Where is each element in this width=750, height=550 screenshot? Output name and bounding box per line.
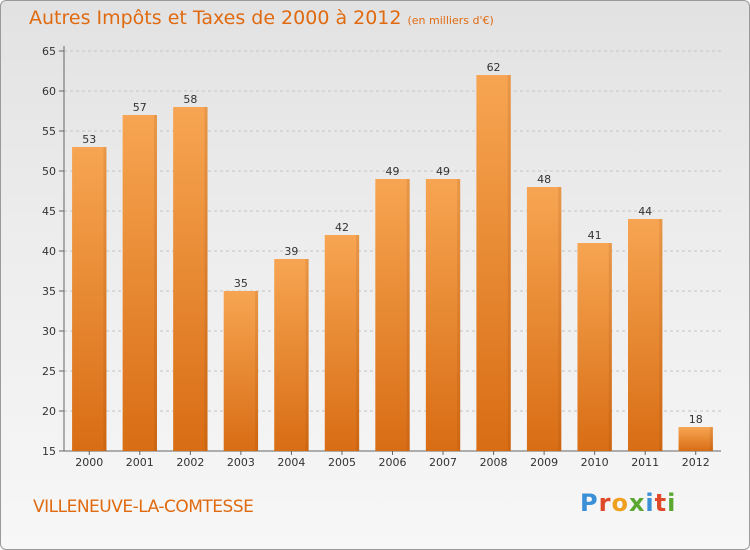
bar-value-label: 41	[588, 229, 602, 242]
y-tick-label: 15	[42, 445, 56, 458]
bar-value-label: 58	[183, 93, 197, 106]
bar	[274, 259, 309, 451]
bar-shade	[356, 235, 360, 451]
bar	[223, 291, 259, 451]
data-labels: 53 57 58 35 39 42 49 49 62 48 41 44 18	[82, 61, 702, 426]
bar-shade	[709, 427, 713, 451]
bar-shade	[457, 179, 461, 451]
y-tick-label: 45	[42, 205, 56, 218]
bar-shade	[608, 243, 612, 451]
x-tick-label: 2009	[530, 456, 558, 469]
bar	[173, 107, 208, 451]
bar-value-label: 44	[638, 205, 652, 218]
bar	[678, 427, 713, 451]
x-tick-label: 2007	[429, 456, 457, 469]
bar	[425, 179, 461, 451]
x-tick-label: 2002	[176, 456, 204, 469]
bar-value-label: 35	[234, 277, 248, 290]
bar	[526, 187, 562, 451]
bar	[577, 243, 612, 451]
x-tick-label: 2000	[75, 456, 103, 469]
bar-value-label: 57	[133, 101, 147, 114]
x-tick-labels: 2000 2001 2002 2003 2004 2005 2006 2007 2008 2009…	[75, 456, 709, 469]
x-tick-label: 2010	[581, 456, 609, 469]
y-tick-label: 25	[42, 365, 56, 378]
bar-value-label: 42	[335, 221, 349, 234]
bar	[324, 235, 360, 451]
bar-shade	[507, 75, 511, 451]
chart-title: Autres Impôts et Taxes de 2000 à 2012 (en…	[29, 7, 494, 29]
bars	[72, 75, 713, 451]
logo-letter: x	[628, 489, 646, 517]
logo-letter: i	[667, 489, 677, 517]
y-tick-label: 65	[42, 45, 56, 58]
logo-letter: r	[598, 489, 612, 517]
y-tick-label: 50	[42, 165, 56, 178]
bar-shade	[406, 179, 410, 451]
commune-name: VILLENEUVE-LA-COMTESSE	[33, 497, 254, 517]
x-tick-label: 2011	[631, 456, 659, 469]
bar-shade	[103, 147, 107, 451]
chart-unit: (en milliers d'€)	[407, 14, 494, 27]
x-tick-label: 2012	[682, 456, 710, 469]
bar-value-label: 18	[689, 413, 703, 426]
bar-value-label: 49	[386, 165, 400, 178]
bar-value-label: 48	[537, 173, 551, 186]
bar-shade	[558, 187, 562, 451]
bar-shade	[153, 115, 157, 451]
bar-shade	[204, 107, 208, 451]
bar-value-label: 53	[82, 133, 96, 146]
logo-letter: i	[645, 489, 655, 517]
x-tick-label: 2003	[227, 456, 255, 469]
y-tick-label: 20	[42, 405, 56, 418]
proxiti-logo: Proxiti	[580, 489, 676, 517]
bar	[628, 219, 663, 451]
chart-title-text: Autres Impôts et Taxes de 2000 à 2012	[29, 7, 402, 29]
y-tick-labels: 15 20 25 30 35 40 45 50 55 60 65	[42, 45, 56, 458]
x-tick-label: 2006	[379, 456, 407, 469]
bar-shade	[659, 219, 663, 451]
bar-shade	[305, 259, 309, 451]
bar-shade	[255, 291, 259, 451]
x-tick-label: 2004	[277, 456, 305, 469]
x-tick-label: 2001	[126, 456, 154, 469]
y-tick-label: 35	[42, 285, 56, 298]
y-tick-label: 30	[42, 325, 56, 338]
bar-value-label: 62	[487, 61, 501, 74]
logo-letter: o	[611, 489, 629, 517]
y-tick-label: 60	[42, 85, 56, 98]
bar	[476, 75, 511, 451]
x-tick-label: 2005	[328, 456, 356, 469]
logo-letter: P	[580, 489, 599, 517]
y-tick-label: 55	[42, 125, 56, 138]
bar	[122, 115, 157, 451]
y-tick-label: 40	[42, 245, 56, 258]
bar	[72, 147, 107, 451]
logo-letter: t	[654, 489, 668, 517]
bar	[375, 179, 410, 451]
bar-value-label: 49	[436, 165, 450, 178]
bar-value-label: 39	[284, 245, 298, 258]
x-tick-label: 2008	[480, 456, 508, 469]
